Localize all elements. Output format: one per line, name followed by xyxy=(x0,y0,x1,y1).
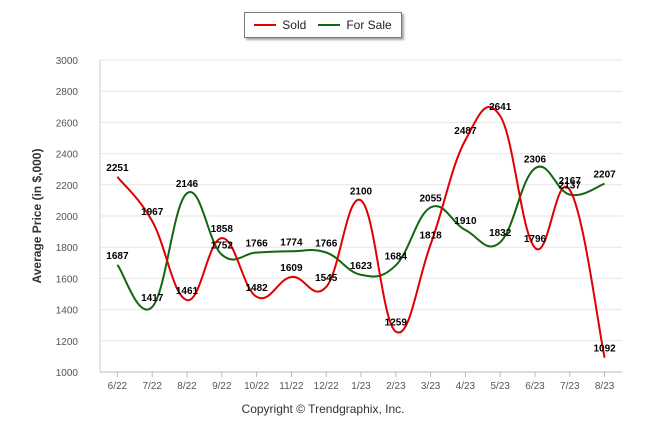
x-tick-label: 6/23 xyxy=(525,381,545,392)
y-tick-label: 2400 xyxy=(56,150,79,161)
data-labels: 2251 1967 1461 1858 1482 1609 1545 2100 1259 1818… xyxy=(106,102,616,355)
data-label-sold: 1967 xyxy=(141,207,164,218)
data-label-for-sale: 1623 xyxy=(350,261,373,272)
data-label-sold: 1461 xyxy=(176,286,199,297)
y-tick-label: 1800 xyxy=(56,243,79,254)
legend-item-sold[interactable]: Sold xyxy=(254,18,306,32)
y-tick-labels: 1000 1200 1400 1600 1800 2000 2200 2400 2600 2800… xyxy=(56,56,79,379)
grid-lines xyxy=(99,59,622,373)
legend-label-sold: Sold xyxy=(282,18,307,32)
y-tick-label: 1200 xyxy=(56,337,79,348)
legend-swatch-sold xyxy=(254,24,277,26)
y-tick-label: 1000 xyxy=(56,368,79,379)
data-label-for-sale: 2055 xyxy=(419,193,442,204)
data-label-for-sale: 1752 xyxy=(211,241,234,252)
data-label-sold: 1092 xyxy=(593,344,616,355)
legend-swatch-for-sale xyxy=(318,24,341,26)
y-tick-label: 2600 xyxy=(56,118,79,129)
x-tick-label: 2/23 xyxy=(386,381,406,392)
data-label-for-sale: 2306 xyxy=(524,154,547,165)
data-label-for-sale: 1910 xyxy=(454,216,477,227)
data-label-for-sale: 2137 xyxy=(559,181,582,192)
x-tick-label: 10/22 xyxy=(244,381,269,392)
x-tick-label: 11/22 xyxy=(279,381,304,392)
data-label-for-sale: 1684 xyxy=(385,251,408,262)
y-tick-label: 2200 xyxy=(56,181,79,192)
y-tick-label: 1600 xyxy=(56,274,79,285)
data-label-sold: 1818 xyxy=(419,230,442,241)
data-label-sold: 2487 xyxy=(454,126,477,137)
series-line-for-sale xyxy=(116,165,605,311)
data-label-for-sale: 1774 xyxy=(280,237,303,248)
x-tick-label: 6/22 xyxy=(108,381,128,392)
x-tick-label: 7/22 xyxy=(142,381,162,392)
x-tick-labels: 6/22 7/22 8/22 9/22 10/22 11/22 12/22 1/23 2/23 3… xyxy=(108,372,615,392)
data-label-sold: 1545 xyxy=(315,273,338,284)
y-tick-label: 3000 xyxy=(56,56,79,67)
data-label-for-sale: 2207 xyxy=(593,170,616,181)
legend-label-for-sale: For Sale xyxy=(346,18,392,32)
data-label-sold: 2251 xyxy=(106,163,129,174)
data-label-sold: 2641 xyxy=(489,102,512,113)
data-label-sold: 1796 xyxy=(524,234,547,245)
legend-item-for-sale[interactable]: For Sale xyxy=(318,18,392,32)
copyright-text: Copyright © Trendgraphix, Inc. xyxy=(241,402,405,416)
x-tick-label: 12/22 xyxy=(314,381,339,392)
data-label-for-sale: 1832 xyxy=(489,228,512,239)
series-line-sold xyxy=(116,105,606,358)
data-label-sold: 2100 xyxy=(350,186,373,197)
chart-legend: Sold For Sale xyxy=(244,12,402,38)
y-tick-label: 2000 xyxy=(56,212,79,223)
y-tick-label: 2800 xyxy=(56,87,79,98)
y-tick-label: 1400 xyxy=(56,306,79,317)
x-tick-label: 5/23 xyxy=(490,381,510,392)
x-tick-label: 8/23 xyxy=(595,381,615,392)
data-label-for-sale: 1766 xyxy=(245,239,268,250)
data-label-sold: 1858 xyxy=(211,224,234,235)
x-tick-label: 1/23 xyxy=(351,381,371,392)
data-label-for-sale: 1687 xyxy=(106,251,129,262)
x-tick-label: 9/22 xyxy=(212,381,232,392)
data-label-sold: 1609 xyxy=(280,263,303,274)
series-lines xyxy=(116,105,606,358)
x-tick-label: 3/23 xyxy=(421,381,441,392)
data-label-sold: 2167 xyxy=(559,176,582,187)
x-tick-label: 7/23 xyxy=(560,381,580,392)
data-label-for-sale: 1417 xyxy=(141,293,164,304)
data-label-sold: 1482 xyxy=(245,283,268,294)
data-label-for-sale: 2146 xyxy=(176,179,199,190)
data-label-sold: 1259 xyxy=(385,318,408,329)
x-tick-label: 4/23 xyxy=(456,381,476,392)
data-label-for-sale: 1766 xyxy=(315,239,338,250)
x-tick-label: 8/22 xyxy=(177,381,197,392)
